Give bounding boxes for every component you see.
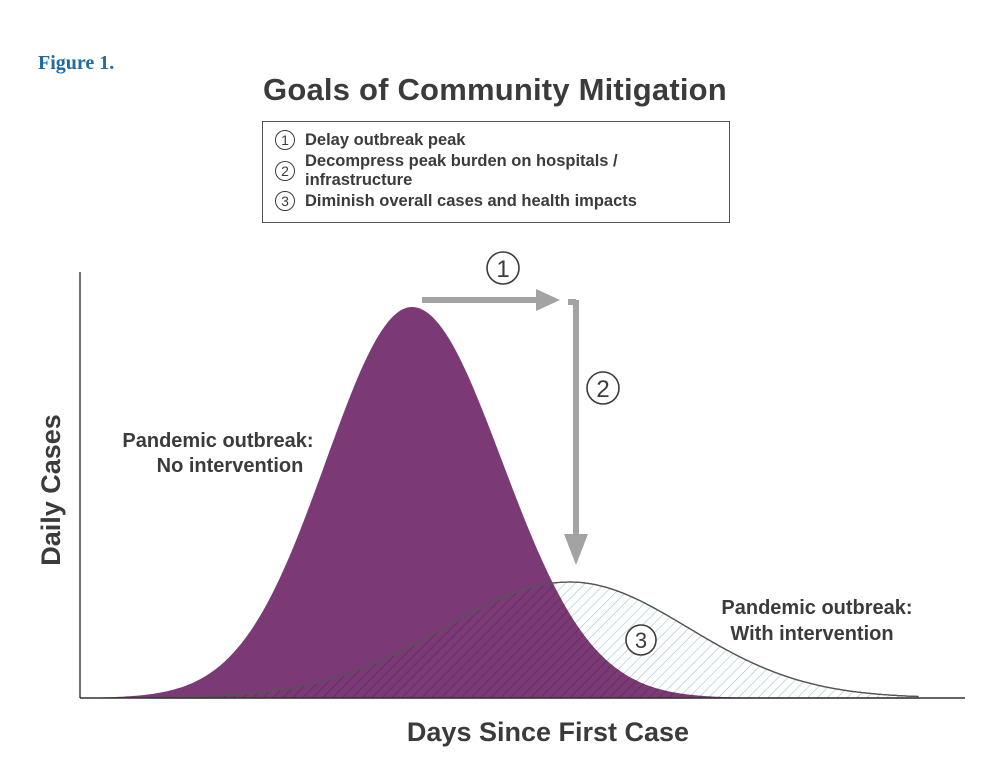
legend-item-delay: 1 Delay outbreak peak bbox=[275, 128, 466, 152]
y-axis-label: Daily Cases bbox=[36, 414, 66, 566]
legend-item-diminish: 3 Diminish overall cases and health impa… bbox=[275, 189, 637, 213]
figure-title: Goals of Community Mitigation bbox=[263, 72, 727, 107]
marker-2: 2 bbox=[586, 371, 620, 405]
no-intervention-curve bbox=[82, 307, 752, 698]
x-axis-label: Days Since First Case bbox=[407, 717, 689, 747]
legend-number-3: 3 bbox=[275, 191, 295, 211]
with-intervention-label-line1: Pandemic outbreak: bbox=[721, 597, 912, 619]
no-intervention-label-line1: Pandemic outbreak: bbox=[122, 430, 313, 452]
marker-2-label: 2 bbox=[596, 376, 609, 403]
marker-1-label: 1 bbox=[496, 256, 509, 283]
legend-number-2: 2 bbox=[275, 161, 295, 181]
legend-number-1: 1 bbox=[275, 130, 295, 150]
with-intervention-label-line2: With intervention bbox=[730, 623, 893, 645]
marker-1: 1 bbox=[486, 251, 520, 285]
marker-3: 3 bbox=[625, 624, 657, 656]
legend-item-decompress: 2 Decompress peak burden on hospitals / … bbox=[275, 152, 729, 189]
legend-text-2: Decompress peak burden on hospitals / in… bbox=[304, 152, 618, 189]
legend-text-1: Delay outbreak peak bbox=[305, 130, 466, 149]
figure-label: Figure 1. bbox=[38, 52, 115, 74]
no-intervention-label-line2: No intervention bbox=[157, 455, 304, 477]
legend-text-3: Diminish overall cases and health impact… bbox=[305, 191, 637, 210]
with-intervention-outline bbox=[150, 581, 919, 699]
marker-3-label: 3 bbox=[635, 628, 647, 653]
goals-legend: 1 Delay outbreak peak 2 Decompress peak … bbox=[262, 121, 730, 223]
delay-arrow bbox=[422, 289, 560, 311]
decompress-arrow bbox=[564, 299, 588, 565]
